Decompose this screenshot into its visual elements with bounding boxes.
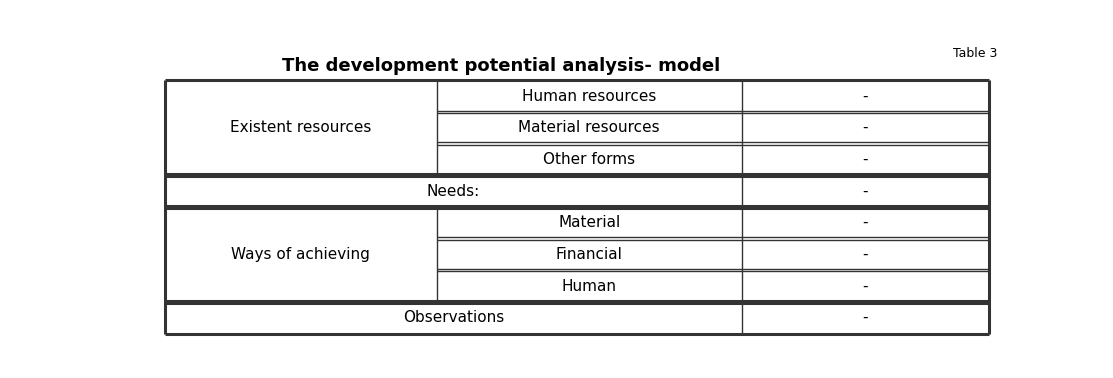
Text: -: - <box>863 184 868 198</box>
Text: -: - <box>863 279 868 294</box>
Text: Needs:: Needs: <box>426 184 480 198</box>
Text: -: - <box>863 310 868 325</box>
Text: Material resources: Material resources <box>519 120 660 135</box>
Text: The development potential analysis- model: The development potential analysis- mode… <box>283 57 720 75</box>
Text: Table 3: Table 3 <box>953 47 997 60</box>
Text: -: - <box>863 88 868 104</box>
Text: Other forms: Other forms <box>543 152 636 167</box>
Text: Material: Material <box>558 215 620 230</box>
Text: Ways of achieving: Ways of achieving <box>232 247 371 262</box>
Text: -: - <box>863 120 868 135</box>
Text: Human resources: Human resources <box>522 88 657 104</box>
Text: Observations: Observations <box>403 310 504 325</box>
Text: Financial: Financial <box>555 247 622 262</box>
Text: Human: Human <box>562 279 617 294</box>
Text: -: - <box>863 247 868 262</box>
Text: -: - <box>863 215 868 230</box>
Text: -: - <box>863 152 868 167</box>
Text: Existent resources: Existent resources <box>230 120 372 135</box>
